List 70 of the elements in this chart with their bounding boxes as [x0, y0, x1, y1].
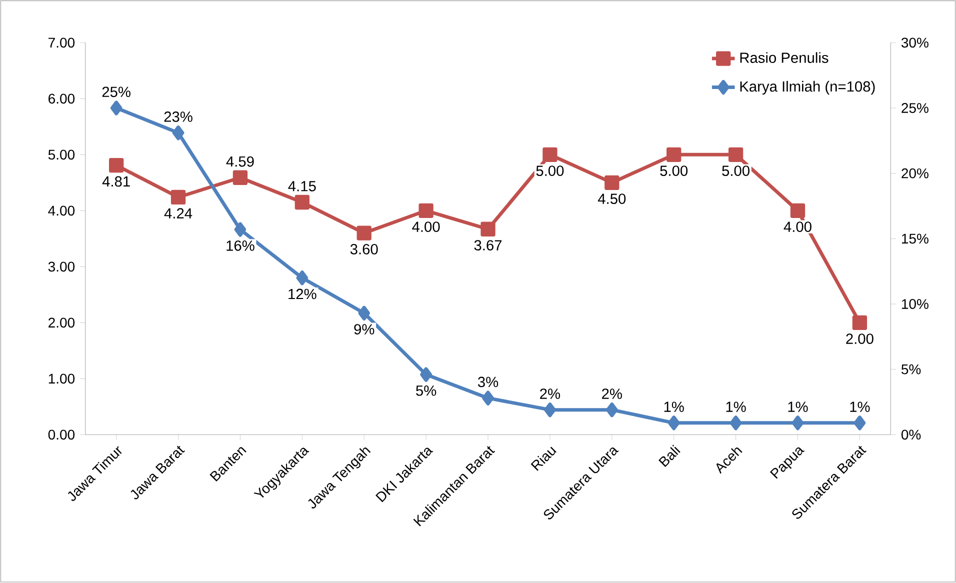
data-label: 5.00 [660, 166, 688, 176]
point [232, 170, 248, 186]
point [666, 148, 682, 162]
legend-label: Rasio Penulis [740, 52, 828, 64]
data-label: 4.00 [412, 222, 440, 232]
legend-label: Karya Ilmiah (n=108) [740, 81, 875, 95]
data-label: 23% [164, 112, 192, 122]
data-label: 3.60 [350, 244, 378, 255]
y-tick-label: 6.00 [48, 94, 75, 104]
point [728, 148, 744, 162]
y-tick-label: 3.00 [48, 262, 75, 272]
point [170, 190, 186, 205]
y-tick-label: 2.00 [48, 318, 75, 328]
data-label: 2.00 [846, 334, 874, 344]
point [358, 306, 370, 321]
data-label: 1% [726, 402, 746, 412]
data-label: 4.15 [288, 181, 316, 192]
point [296, 270, 308, 286]
point [606, 402, 618, 418]
data-label: 4.59 [226, 156, 254, 167]
point [604, 176, 620, 190]
data-label: 3.67 [474, 240, 502, 251]
data-label: 2% [602, 388, 622, 400]
data-label: 2% [540, 388, 560, 400]
y2-tick-label: 30% [901, 38, 928, 48]
data-label: 4.50 [598, 194, 626, 204]
y2-tick-label: 10% [902, 299, 928, 310]
y-tick-label: 1.00 [48, 374, 75, 384]
y2-tick-label: 20% [902, 168, 928, 178]
point [110, 100, 122, 116]
y2-tick-label: 5% [902, 364, 921, 374]
point [480, 222, 496, 237]
y2-tick-label: 25% [902, 103, 928, 114]
data-label: 1% [788, 402, 808, 412]
y-tick-label: 5.00 [48, 150, 75, 160]
point [730, 416, 742, 430]
y-tick-label: 4.00 [48, 206, 75, 216]
point [668, 416, 680, 430]
y-tick-label: 0.00 [48, 430, 75, 440]
data-label: 16% [226, 240, 254, 252]
point [790, 204, 806, 218]
data-label: 5.00 [536, 166, 564, 176]
data-label: 3% [478, 376, 498, 388]
data-label: 9% [354, 324, 374, 335]
data-label: 5.00 [722, 166, 750, 176]
data-label: 1% [664, 402, 684, 412]
point [542, 148, 558, 162]
point [420, 367, 432, 382]
point [234, 222, 246, 238]
point [852, 316, 868, 330]
y2-tick-label: 15% [902, 234, 928, 244]
data-label: 4.81 [102, 176, 130, 187]
y-tick-label: 7.00 [48, 38, 75, 48]
data-label: 4.00 [784, 222, 812, 232]
data-label: 25% [102, 86, 130, 98]
data-label: 1% [850, 402, 870, 412]
point [108, 158, 124, 173]
point [854, 416, 866, 430]
data-label: 12% [288, 288, 316, 300]
y2-tick-label: 0% [901, 430, 921, 440]
point [418, 204, 434, 218]
point [544, 402, 556, 418]
point [482, 390, 494, 406]
point [792, 416, 804, 430]
data-label: 5% [416, 386, 436, 396]
point [356, 226, 372, 241]
data-label: 4.24 [164, 208, 192, 219]
point [172, 126, 184, 140]
point [294, 195, 310, 210]
x-tick-label: Bali [658, 444, 680, 468]
